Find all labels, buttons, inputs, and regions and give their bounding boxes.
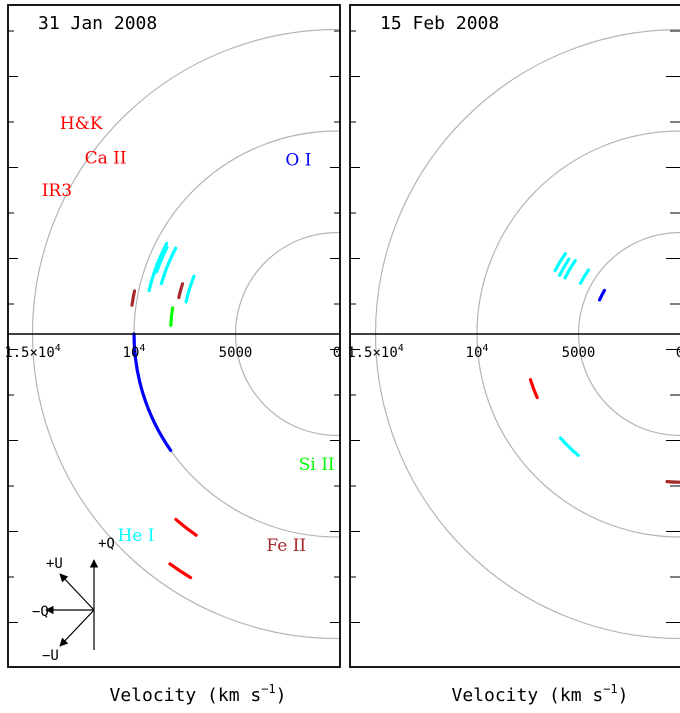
panel-frame [7,4,341,668]
x-tick-label: 104 [466,343,489,361]
plus-u-arrow [59,573,95,611]
minus-u-arrow [59,609,95,647]
panel-title: 31 Jan 2008 [38,13,157,34]
arc-he-i [553,252,567,272]
arc-he-i [184,274,196,304]
arc-he-i [155,245,169,274]
x-tick-label: 5000 [219,345,253,361]
arc-he-i [558,257,571,277]
minus-q-label: −Q [32,604,49,620]
x-tick-label: 1.5×104 [4,343,61,361]
panel-frame [349,4,680,668]
arc-fe-ii [665,480,680,484]
arc-he-i [558,436,580,457]
series-label: O I [285,151,311,171]
plus-q-label: +Q [98,536,115,552]
qu-key: +Q −Q +U −U [32,536,115,664]
series-label: Si II [299,455,335,475]
series-label: Fe II [266,536,306,556]
arc-he-i [147,241,169,293]
panel-15-feb-2008: 15 Feb 2008 1.5×104 104 5000 0 [347,4,680,668]
x-tick-label: 1.5×104 [347,343,404,361]
arc-he-i [159,246,178,286]
arc-he-i [578,268,591,285]
x-axis-label-right: Velocity (km s−1) [451,682,628,706]
minus-u-label: −U [42,648,59,664]
arc-fe-ii [130,289,137,307]
arc-ca-ii-ir3 [174,517,198,537]
x-axis-label-left: Velocity (km s−1) [109,682,286,706]
series-label: Ca II [85,148,127,168]
arc-he-i [563,259,577,280]
plus-u-label: +U [46,556,63,572]
arc-o-i [132,332,173,452]
series-label: H&K [60,114,103,134]
panel-31-jan-2008: 31 Jan 2008 1.5×104 104 5000 0 H&K Ca II IR3 O I… [4,4,341,668]
x-tick-label: 104 [123,343,146,361]
arc-ca-ii-h-k [168,562,193,580]
x-tick-label: 0 [676,345,680,361]
series-label: IR3 [42,181,72,201]
panel-title: 15 Feb 2008 [380,13,499,34]
arc-si-ii [169,306,175,327]
x-tick-label: 0 [333,345,341,361]
series-label: He I [118,526,155,546]
arc-ca-ii [528,378,539,400]
arc-fe-ii [177,282,185,300]
arc-o-i [598,288,606,302]
x-tick-label: 5000 [562,345,596,361]
